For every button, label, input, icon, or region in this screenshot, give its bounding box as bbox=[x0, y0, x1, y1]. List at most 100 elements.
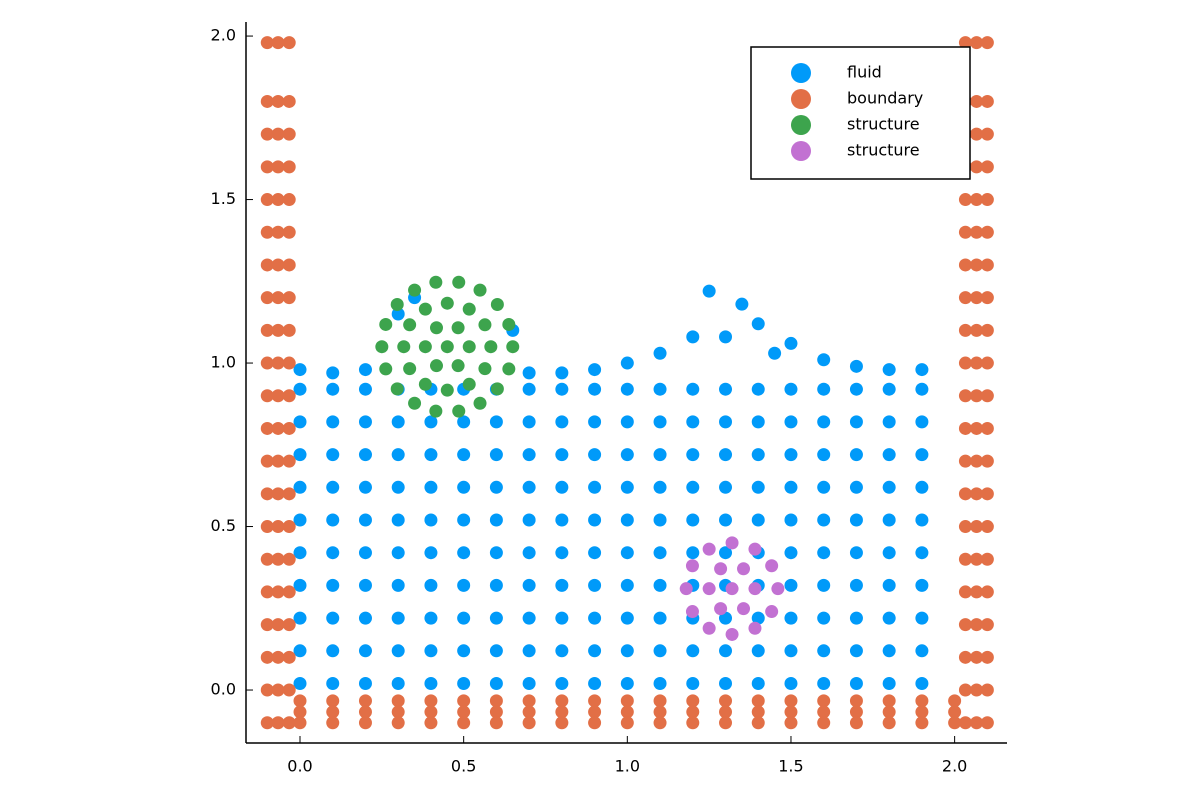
point bbox=[702, 582, 716, 596]
point bbox=[462, 302, 476, 316]
point bbox=[457, 644, 471, 658]
point bbox=[751, 382, 765, 396]
point bbox=[915, 676, 929, 690]
point bbox=[293, 363, 307, 377]
point bbox=[358, 546, 372, 560]
point bbox=[980, 225, 994, 239]
point bbox=[484, 340, 498, 354]
point bbox=[489, 644, 503, 658]
point bbox=[522, 716, 536, 730]
point bbox=[686, 546, 700, 560]
point bbox=[282, 520, 296, 534]
point bbox=[620, 578, 634, 592]
legend-marker bbox=[791, 115, 811, 135]
point bbox=[970, 618, 984, 632]
point bbox=[424, 716, 438, 730]
point bbox=[719, 705, 733, 719]
point bbox=[849, 359, 863, 373]
point bbox=[882, 480, 896, 494]
point bbox=[817, 382, 831, 396]
point bbox=[849, 448, 863, 462]
point bbox=[970, 389, 984, 403]
point bbox=[735, 297, 749, 311]
point bbox=[948, 705, 962, 719]
point bbox=[271, 683, 285, 697]
point bbox=[391, 676, 405, 690]
point bbox=[260, 421, 274, 435]
point bbox=[326, 366, 340, 380]
point bbox=[751, 716, 765, 730]
point bbox=[490, 382, 504, 396]
point bbox=[424, 415, 438, 429]
point bbox=[522, 705, 536, 719]
y-tick-label: 1.0 bbox=[211, 353, 236, 372]
point bbox=[970, 454, 984, 468]
point bbox=[358, 578, 372, 592]
point bbox=[391, 694, 405, 708]
point bbox=[751, 448, 765, 462]
point bbox=[849, 611, 863, 625]
point bbox=[522, 366, 536, 380]
point bbox=[915, 694, 929, 708]
legend-label: structure bbox=[847, 141, 920, 160]
point bbox=[817, 676, 831, 690]
point bbox=[490, 298, 504, 312]
point bbox=[451, 321, 465, 335]
legend-marker bbox=[791, 63, 811, 83]
point bbox=[489, 578, 503, 592]
point bbox=[358, 382, 372, 396]
point bbox=[282, 225, 296, 239]
point bbox=[970, 160, 984, 174]
point bbox=[817, 644, 831, 658]
point bbox=[489, 694, 503, 708]
point bbox=[915, 716, 929, 730]
point bbox=[980, 421, 994, 435]
point bbox=[326, 513, 340, 527]
legend-label: boundary bbox=[847, 89, 923, 108]
point bbox=[958, 258, 972, 272]
point bbox=[686, 448, 700, 462]
point bbox=[293, 513, 307, 527]
point bbox=[429, 321, 443, 335]
point bbox=[588, 611, 602, 625]
point bbox=[915, 546, 929, 560]
point bbox=[620, 694, 634, 708]
point bbox=[849, 480, 863, 494]
point bbox=[686, 480, 700, 494]
point bbox=[679, 582, 693, 596]
point bbox=[555, 705, 569, 719]
point bbox=[970, 225, 984, 239]
point bbox=[457, 448, 471, 462]
point bbox=[282, 258, 296, 272]
point bbox=[948, 716, 962, 730]
series bbox=[679, 536, 785, 641]
point bbox=[653, 705, 667, 719]
point bbox=[326, 676, 340, 690]
point bbox=[555, 366, 569, 380]
point bbox=[748, 582, 762, 596]
point bbox=[849, 578, 863, 592]
point bbox=[980, 716, 994, 730]
y-tick-label: 0.0 bbox=[211, 680, 236, 699]
point bbox=[326, 705, 340, 719]
point bbox=[958, 618, 972, 632]
legend-marker bbox=[791, 89, 811, 109]
point bbox=[784, 448, 798, 462]
point bbox=[358, 448, 372, 462]
point bbox=[915, 513, 929, 527]
point bbox=[424, 448, 438, 462]
point bbox=[958, 683, 972, 697]
point bbox=[620, 611, 634, 625]
point bbox=[751, 611, 765, 625]
point bbox=[271, 585, 285, 599]
point bbox=[882, 716, 896, 730]
point bbox=[457, 611, 471, 625]
point bbox=[653, 611, 667, 625]
point bbox=[751, 694, 765, 708]
point bbox=[489, 448, 503, 462]
point bbox=[271, 193, 285, 207]
point bbox=[620, 546, 634, 560]
point bbox=[620, 415, 634, 429]
point bbox=[555, 448, 569, 462]
point bbox=[282, 94, 296, 108]
